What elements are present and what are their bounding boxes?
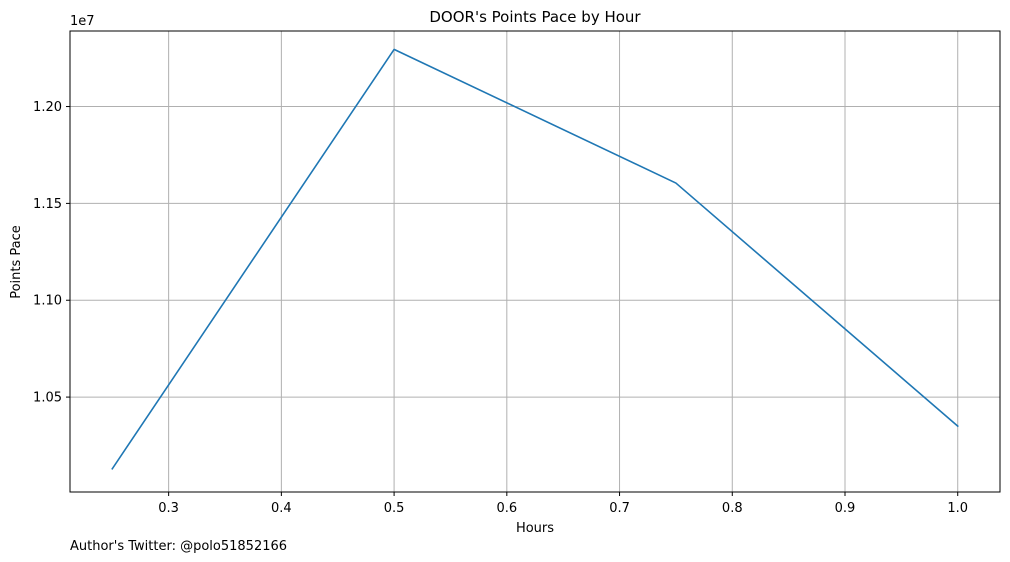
plot-frame — [69, 30, 1001, 493]
y-tick-label: 1.05 — [33, 391, 62, 406]
x-tick-label: 0.6 — [496, 501, 517, 516]
y-axis-offset-label: 1e7 — [70, 14, 95, 29]
series-layer — [111, 48, 959, 470]
y-axis-label: Points Pace — [9, 225, 24, 299]
x-tick-label: 0.4 — [271, 501, 292, 516]
grid-lines — [70, 31, 1000, 492]
y-tick-label: 1.10 — [33, 294, 62, 309]
x-tick-label: 0.5 — [384, 501, 405, 516]
x-tick-label: 0.3 — [158, 501, 179, 516]
tick-marks — [66, 106, 959, 496]
series-line — [111, 48, 959, 470]
x-tick-label: 1.0 — [947, 501, 968, 516]
y-tick-label: 1.15 — [33, 197, 62, 212]
x-axis-label: Hours — [516, 521, 554, 536]
x-tick-label: 0.7 — [609, 501, 630, 516]
chart-title: DOOR's Points Pace by Hour — [429, 8, 641, 26]
x-tick-label: 0.8 — [722, 501, 743, 516]
author-twitter-note: Author's Twitter: @polo51852166 — [70, 539, 287, 554]
y-tick-label: 1.20 — [33, 100, 62, 115]
x-tick-label: 0.9 — [835, 501, 856, 516]
